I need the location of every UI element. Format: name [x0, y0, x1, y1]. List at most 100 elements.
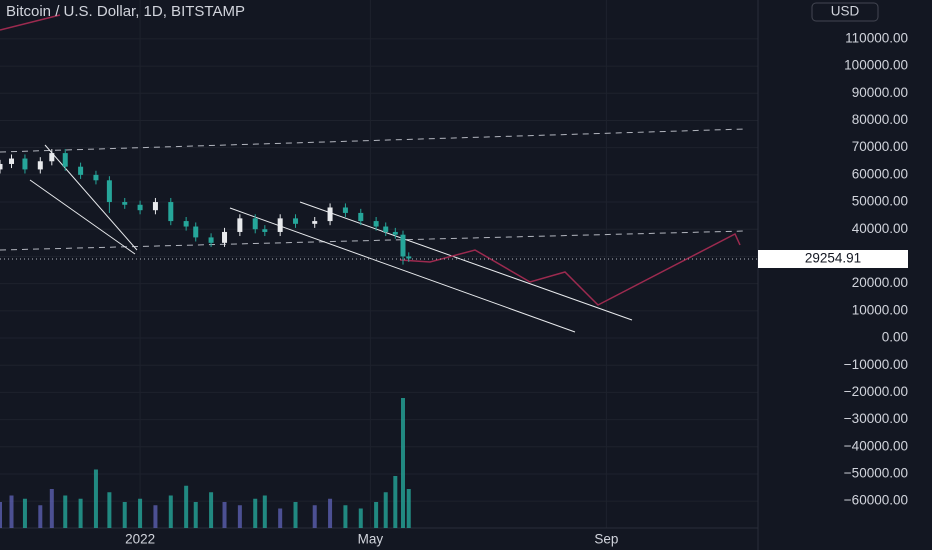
y-tick-label: 90000.00 [852, 85, 908, 100]
volume-bar [278, 508, 283, 528]
forecast-line [0, 14, 61, 31]
candle-body [78, 166, 84, 175]
candle-body [237, 218, 243, 232]
volume-bar [0, 502, 2, 528]
candle-body [137, 204, 143, 211]
y-tick-label: 0.00 [882, 330, 908, 345]
x-tick-label: 2022 [125, 532, 155, 547]
candle-body [168, 202, 174, 222]
volume-bar [343, 505, 348, 528]
volume-bar [293, 502, 298, 528]
volume-bar [358, 508, 363, 528]
volume-bar [406, 489, 411, 528]
volume-bar [209, 492, 214, 528]
candle-body [122, 202, 128, 205]
volume-bar [312, 505, 317, 528]
candle-body [0, 163, 3, 170]
volume-bar [400, 398, 405, 528]
y-tick-label: −40000.00 [844, 438, 908, 453]
trend-line [29, 179, 136, 255]
candle-body [358, 212, 364, 222]
candle-body [62, 153, 68, 167]
candle-body [383, 226, 389, 232]
candle-body [106, 180, 112, 203]
candle-body [193, 226, 199, 238]
volume-bar [22, 498, 27, 528]
axis: 110000.00 100000.00 90000.00 80000.00 70000.… [125, 30, 908, 546]
candle-body [400, 234, 406, 257]
y-tick-label: −50000.00 [844, 466, 908, 481]
candle-body [222, 231, 228, 243]
y-tick-label: −10000.00 [844, 357, 908, 372]
dashed-line [0, 128, 746, 153]
volume-bar [49, 489, 54, 528]
y-tick-label: 80000.00 [852, 112, 908, 127]
candle-body [262, 229, 268, 232]
volume-bar [153, 505, 158, 528]
volume-bar [63, 495, 68, 528]
last-price-badge [758, 250, 908, 268]
y-tick-label: 70000.00 [852, 139, 908, 154]
y-tick-label: 20000.00 [852, 275, 908, 290]
volume-bar [138, 498, 143, 528]
last-price-label: 29254.91 [805, 251, 861, 266]
volume-bar [107, 492, 112, 528]
volume-bar [93, 469, 98, 528]
y-tick-label: 50000.00 [852, 194, 908, 209]
volume-bar [193, 502, 198, 528]
volume-bar [237, 505, 242, 528]
candle-body [208, 237, 214, 243]
y-tick-label: 10000.00 [852, 302, 908, 317]
candle-body [406, 256, 412, 259]
volume-bar [168, 495, 173, 528]
y-tick-label: 110000.00 [845, 30, 908, 45]
trend-line [44, 144, 138, 251]
currency-label[interactable]: USD [831, 4, 860, 19]
volume-bar [253, 498, 258, 528]
y-tick-label: −30000.00 [844, 411, 908, 426]
y-tick-label: 40000.00 [852, 221, 908, 236]
y-tick-label: −60000.00 [844, 493, 908, 508]
volume-bar [184, 485, 189, 528]
candle-body [183, 221, 189, 227]
volume-bar [78, 498, 83, 528]
volume-bar [374, 502, 379, 528]
candle-body [152, 202, 158, 211]
volume-bar [38, 505, 43, 528]
x-tick-label: May [358, 532, 384, 547]
candle-body [252, 218, 258, 230]
candle-body [327, 207, 333, 222]
candle-body [22, 158, 28, 170]
y-tick-label: −20000.00 [844, 384, 908, 399]
candle-body [392, 231, 398, 235]
volume-bar [122, 502, 127, 528]
candle-body [93, 174, 99, 181]
y-tick-label: 100000.00 [844, 58, 908, 73]
volume-bar [222, 502, 227, 528]
candle-body [312, 221, 318, 224]
volume-bar [393, 476, 398, 528]
candles [0, 149, 412, 265]
forecast-path [399, 232, 741, 306]
candle-body [293, 218, 299, 224]
candle-body [37, 161, 43, 170]
drawings [0, 14, 758, 333]
volume-bar [383, 492, 388, 528]
candle-body [49, 153, 55, 162]
grid [0, 0, 758, 528]
trend-line [299, 201, 633, 321]
candle-body [277, 218, 283, 232]
volume-bar [328, 498, 333, 528]
chart-title: Bitcoin / U.S. Dollar, 1D, BITSTAMP [6, 3, 245, 20]
x-tick-label: Sep [594, 532, 618, 547]
candle-body [342, 207, 348, 213]
volume-bar [262, 495, 267, 528]
currency-badge[interactable] [811, 2, 879, 22]
trend-line [229, 207, 576, 333]
candle-body [9, 158, 15, 164]
volume [0, 398, 411, 528]
y-tick-label: 60000.00 [852, 166, 908, 181]
